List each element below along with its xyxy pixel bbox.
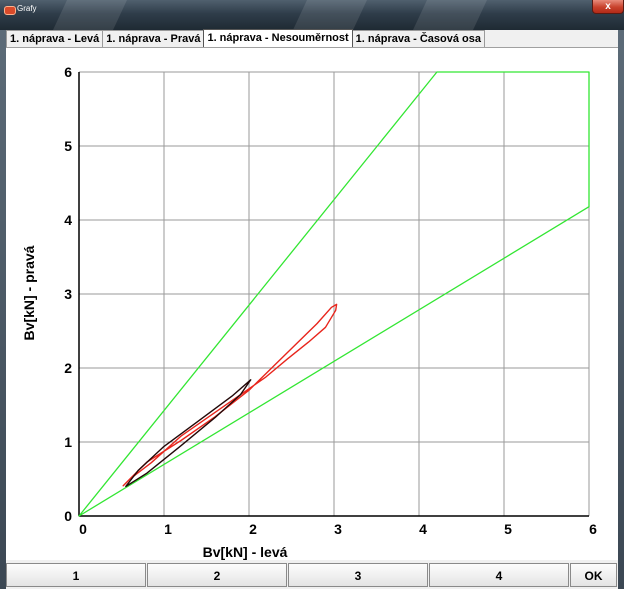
tick-labels: 0 1 2 3 4 5 6 0 1 2 3 4 5 6 [64,64,597,537]
tab-casova-osa[interactable]: 1. náprava - Časová osa [351,30,486,47]
x-tick-label: 4 [419,521,427,537]
y-tick-label: 4 [64,212,72,228]
button-3[interactable]: 3 [288,563,428,587]
tab-leva[interactable]: 1. náprava - Levá [6,30,104,47]
series-line-2 [122,303,338,487]
chart: 0 1 2 3 4 5 6 0 1 2 3 4 5 6 Bv[kN] - levá Bv[kN] - pr… [21,64,597,560]
y-tick-label: 0 [64,508,72,524]
button-1[interactable]: 1 [6,563,146,587]
button-4[interactable]: 4 [429,563,569,587]
y-tick-label: 2 [64,360,72,376]
tab-nesoumernost[interactable]: 1. náprava - Nesouměrnost [203,29,353,47]
tab-bar: 1. náprava - Levá 1. náprava - Pravá 1. … [6,29,486,47]
series-layer [78,71,590,517]
window-titlebar: Grafy x [0,0,624,30]
button-2[interactable]: 2 [147,563,287,587]
ok-button[interactable]: OK [570,563,617,587]
x-tick-label: 0 [79,521,87,537]
close-button[interactable]: x [592,0,624,14]
x-tick-label: 5 [504,521,512,537]
titlebar-decoration [283,0,377,30]
window-frame-right [618,30,624,589]
y-tick-label: 1 [64,434,72,450]
titlebar-decoration [403,0,497,30]
grid [78,71,590,517]
chart-panel: 0 1 2 3 4 5 6 0 1 2 3 4 5 6 Bv[kN] - levá Bv[kN] - pr… [6,47,618,560]
x-axis-title: Bv[kN] - levá [203,544,288,560]
x-tick-label: 1 [164,521,172,537]
button-bar: 1 2 3 4 OK [6,563,618,589]
x-tick-label: 6 [589,521,597,537]
titlebar-decoration [43,0,137,30]
y-axis-title: Bv[kN] - pravá [21,245,37,340]
y-tick-label: 5 [64,138,72,154]
window-title: Grafy [17,4,37,13]
axes [78,72,589,517]
tab-prava[interactable]: 1. náprava - Pravá [102,30,205,47]
x-tick-label: 2 [249,521,257,537]
app-icon [4,6,16,15]
y-tick-label: 6 [64,64,72,80]
series-line-1 [78,71,590,517]
window-frame-left [0,30,6,589]
y-tick-label: 3 [64,286,72,302]
x-tick-label: 3 [334,521,342,537]
series-line-3 [125,379,252,488]
